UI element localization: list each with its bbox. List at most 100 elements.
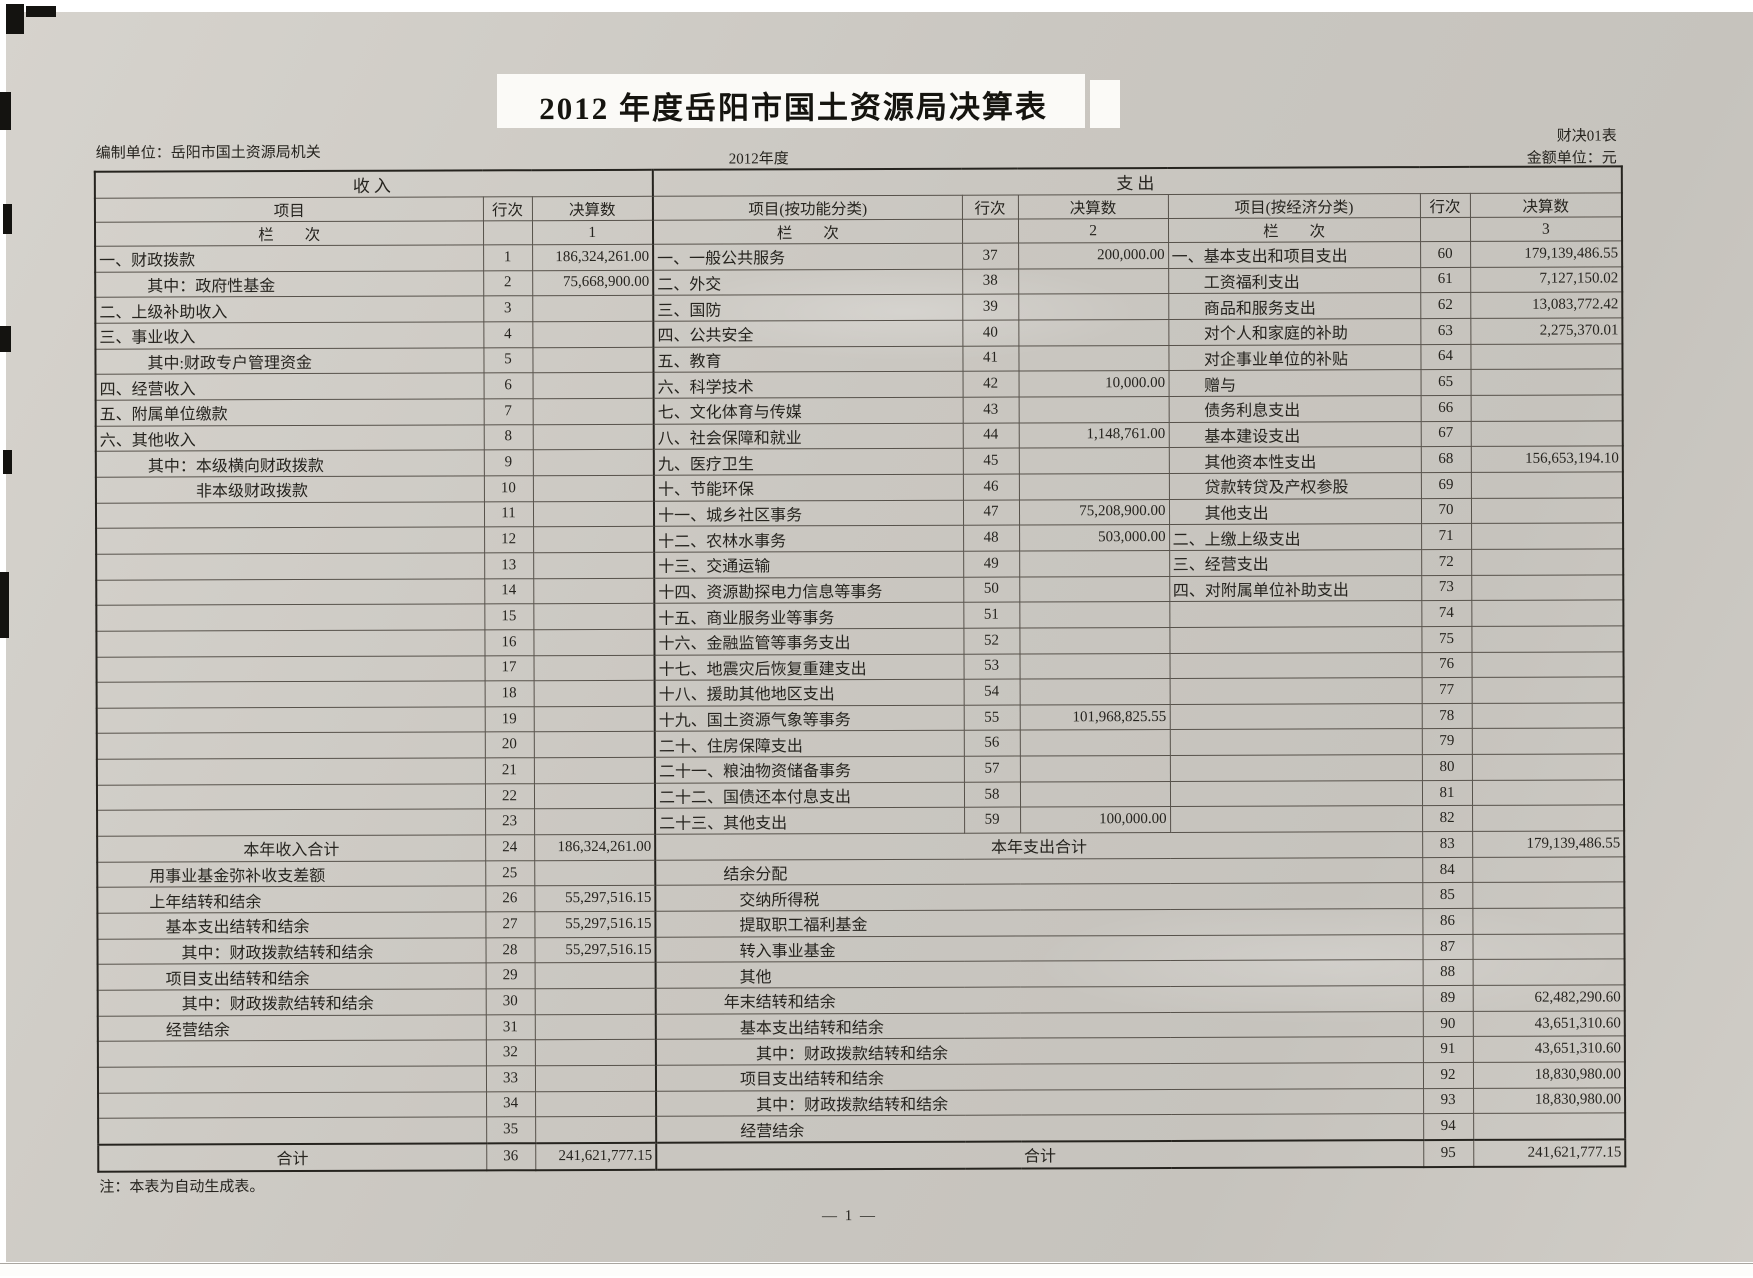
functional-amount-cell|mv: 1,148,761.00 (1018, 422, 1169, 449)
economic-amount-cell|rv: 43,651,310.60 (1472, 1010, 1625, 1037)
economic-amount-cell|rv (1472, 907, 1625, 935)
income-rowno-cell|ln: 27 (485, 911, 535, 938)
functional-rowno-cell|mn: 52 (963, 627, 1020, 654)
functional-rowno-cell|mn: 41 (962, 345, 1019, 372)
expenditure-span-cell|m: 结余分配 (655, 857, 1423, 886)
economic-item-cell|r (1169, 677, 1422, 705)
header-functional-amount: 决算数 (1017, 194, 1169, 220)
functional-amount-cell|mv (1019, 627, 1170, 654)
functional-amount-cell|mv (1019, 729, 1170, 757)
header-functional-rowno: 行次 (961, 195, 1019, 220)
expenditure-span-cell|m: 其中：财政拨款结转和结余 (655, 1036, 1423, 1066)
functional-item-cell|m: 十、节能环保 (653, 474, 963, 501)
functional-rowno-cell|mn: 53 (963, 653, 1020, 680)
functional-item-cell|m: 二十二、国债还本付息支出 (654, 781, 965, 809)
income-rowno-cell|ln: 1 (483, 244, 533, 271)
income-item-cell|l (96, 552, 485, 580)
income-item-cell|l (96, 681, 485, 709)
income-rowno-cell|ln: 14 (484, 578, 534, 605)
income-rowno-cell|ln: 26 (485, 886, 535, 912)
economic-rowno-cell|rn: 63 (1420, 318, 1471, 345)
income-item-cell|l (96, 578, 485, 606)
economic-rowno-cell|rn: 69 (1420, 472, 1471, 499)
economic-rowno-cell|rn: 82 (1422, 805, 1473, 832)
functional-item-cell|m: 十四、资源勘探电力信息等事务 (654, 576, 964, 604)
income-rowno-cell|ln: 15 (484, 603, 534, 630)
functional-rowno-cell|mn: 57 (963, 756, 1020, 782)
functional-amount-cell|mv: 200,000.00 (1018, 242, 1169, 269)
income-rowno-cell|ln: 32 (485, 1040, 535, 1066)
functional-rowno-cell|mn: 44 (962, 422, 1019, 449)
economic-item-cell|r: 对个人和家庭的补助 (1168, 318, 1421, 346)
economic-rowno-cell|rn: 75 (1421, 626, 1472, 653)
income-amount-cell|lv (532, 423, 654, 450)
expenditure-span-cell|m: 转入事业基金 (655, 934, 1423, 963)
table-body: 一、财政拨款 1 186,324,261.00 一、一般公共服务 37 200,000.0… (95, 240, 1626, 1172)
header-economic-amount: 决算数 (1469, 192, 1623, 218)
functional-rowno-cell|mn: 58 (963, 781, 1021, 808)
whiteout-patch (1090, 80, 1120, 128)
income-amount-cell|lv (533, 706, 655, 733)
economic-rowno-cell|rn: 79 (1421, 728, 1472, 755)
income-item-cell|l (97, 809, 486, 837)
expenditure-span-cell|m: 交纳所得税 (655, 883, 1423, 912)
income-amount-cell|lv (532, 372, 654, 399)
economic-item-cell|r: 对企事业单位的补贴 (1168, 344, 1421, 371)
income-amount-cell|lv (533, 577, 655, 604)
economic-amount-cell|rv (1471, 651, 1624, 678)
col-index-label: 栏 次 (653, 219, 963, 245)
economic-rowno-cell|rn: 94 (1423, 1113, 1474, 1141)
economic-amount-cell|rv (1472, 933, 1625, 960)
functional-item-cell|m: 十八、援助其他地区支出 (654, 679, 964, 707)
functional-item-cell|m: 十九、国土资源气象等事务 (654, 705, 964, 732)
scanned-paper-background (6, 12, 1753, 1262)
economic-amount-cell|rv (1471, 754, 1625, 781)
income-rowno-cell|ln: 24 (485, 834, 535, 861)
economic-item-cell|r (1169, 780, 1423, 807)
functional-item-cell|m: 九、医疗卫生 (653, 448, 963, 476)
functional-amount-cell|mv (1019, 652, 1170, 680)
income-amount-cell|lv: 186,324,261.00 (534, 834, 656, 861)
header-economic-rowno: 行次 (1419, 193, 1471, 218)
income-amount-cell|lv (534, 988, 656, 1015)
functional-item-cell|m: 十一、城乡社区事务 (653, 499, 964, 527)
income-amount-cell|lv (533, 526, 655, 553)
income-item-cell|l: 三、事业收入 (95, 321, 484, 349)
functional-item-cell|m: 五、教育 (653, 345, 963, 373)
income-amount-cell|lv (533, 680, 655, 707)
income-item-cell|l: 其中：财政拨款结转和结余 (97, 988, 486, 1016)
expenditure-span-cell|m: 项目支出结转和结余 (655, 1062, 1424, 1091)
functional-rowno-cell|mn: 55 (963, 704, 1020, 731)
functional-item-cell|m: 二十三、其他支出 (655, 807, 965, 835)
functional-item-cell|m: 十五、商业服务业等事务 (654, 602, 964, 630)
income-rowno-cell|ln: 35 (486, 1117, 536, 1144)
economic-amount-cell|rv: 179,139,486.55 (1472, 830, 1625, 858)
income-amount-cell|lv: 55,297,516.15 (534, 911, 656, 938)
functional-rowno-cell|mn: 47 (962, 499, 1020, 526)
economic-rowno-cell|rn: 95 (1423, 1139, 1474, 1168)
functional-amount-cell|mv (1019, 576, 1170, 603)
income-amount-cell|lv (532, 449, 654, 476)
economic-item-cell|r: 一、基本支出和项目支出 (1168, 241, 1421, 269)
income-rowno-cell|ln: 3 (483, 296, 533, 322)
income-amount-cell|lv (533, 731, 655, 758)
economic-amount-cell|rv (1470, 369, 1623, 396)
functional-item-cell|m: 十二、农林水事务 (654, 525, 964, 553)
economic-amount-cell|rv (1472, 882, 1625, 909)
functional-rowno-cell|mn: 46 (962, 473, 1019, 500)
functional-rowno-cell|mn: 38 (962, 268, 1019, 295)
scan-artifact-mark (0, 326, 11, 352)
functional-amount-cell|mv (1018, 396, 1169, 423)
economic-item-cell|r: 四、对附属单位补助支出 (1169, 575, 1422, 602)
income-amount-cell|lv (535, 1116, 657, 1144)
economic-amount-cell|rv (1471, 779, 1625, 806)
income-rowno-cell|ln: 28 (485, 937, 535, 964)
header-expenditure-section: 支出 (652, 166, 1622, 197)
income-rowno-cell|ln: 17 (484, 655, 534, 682)
income-amount-cell|lv (534, 808, 656, 835)
economic-amount-cell|rv (1471, 625, 1624, 652)
income-item-cell|l (96, 527, 485, 555)
income-amount-cell|lv (533, 757, 655, 784)
economic-amount-cell|rv: 7,127,150.02 (1470, 266, 1623, 293)
income-item-cell|l: 其中:财政专户管理资金 (95, 347, 484, 375)
